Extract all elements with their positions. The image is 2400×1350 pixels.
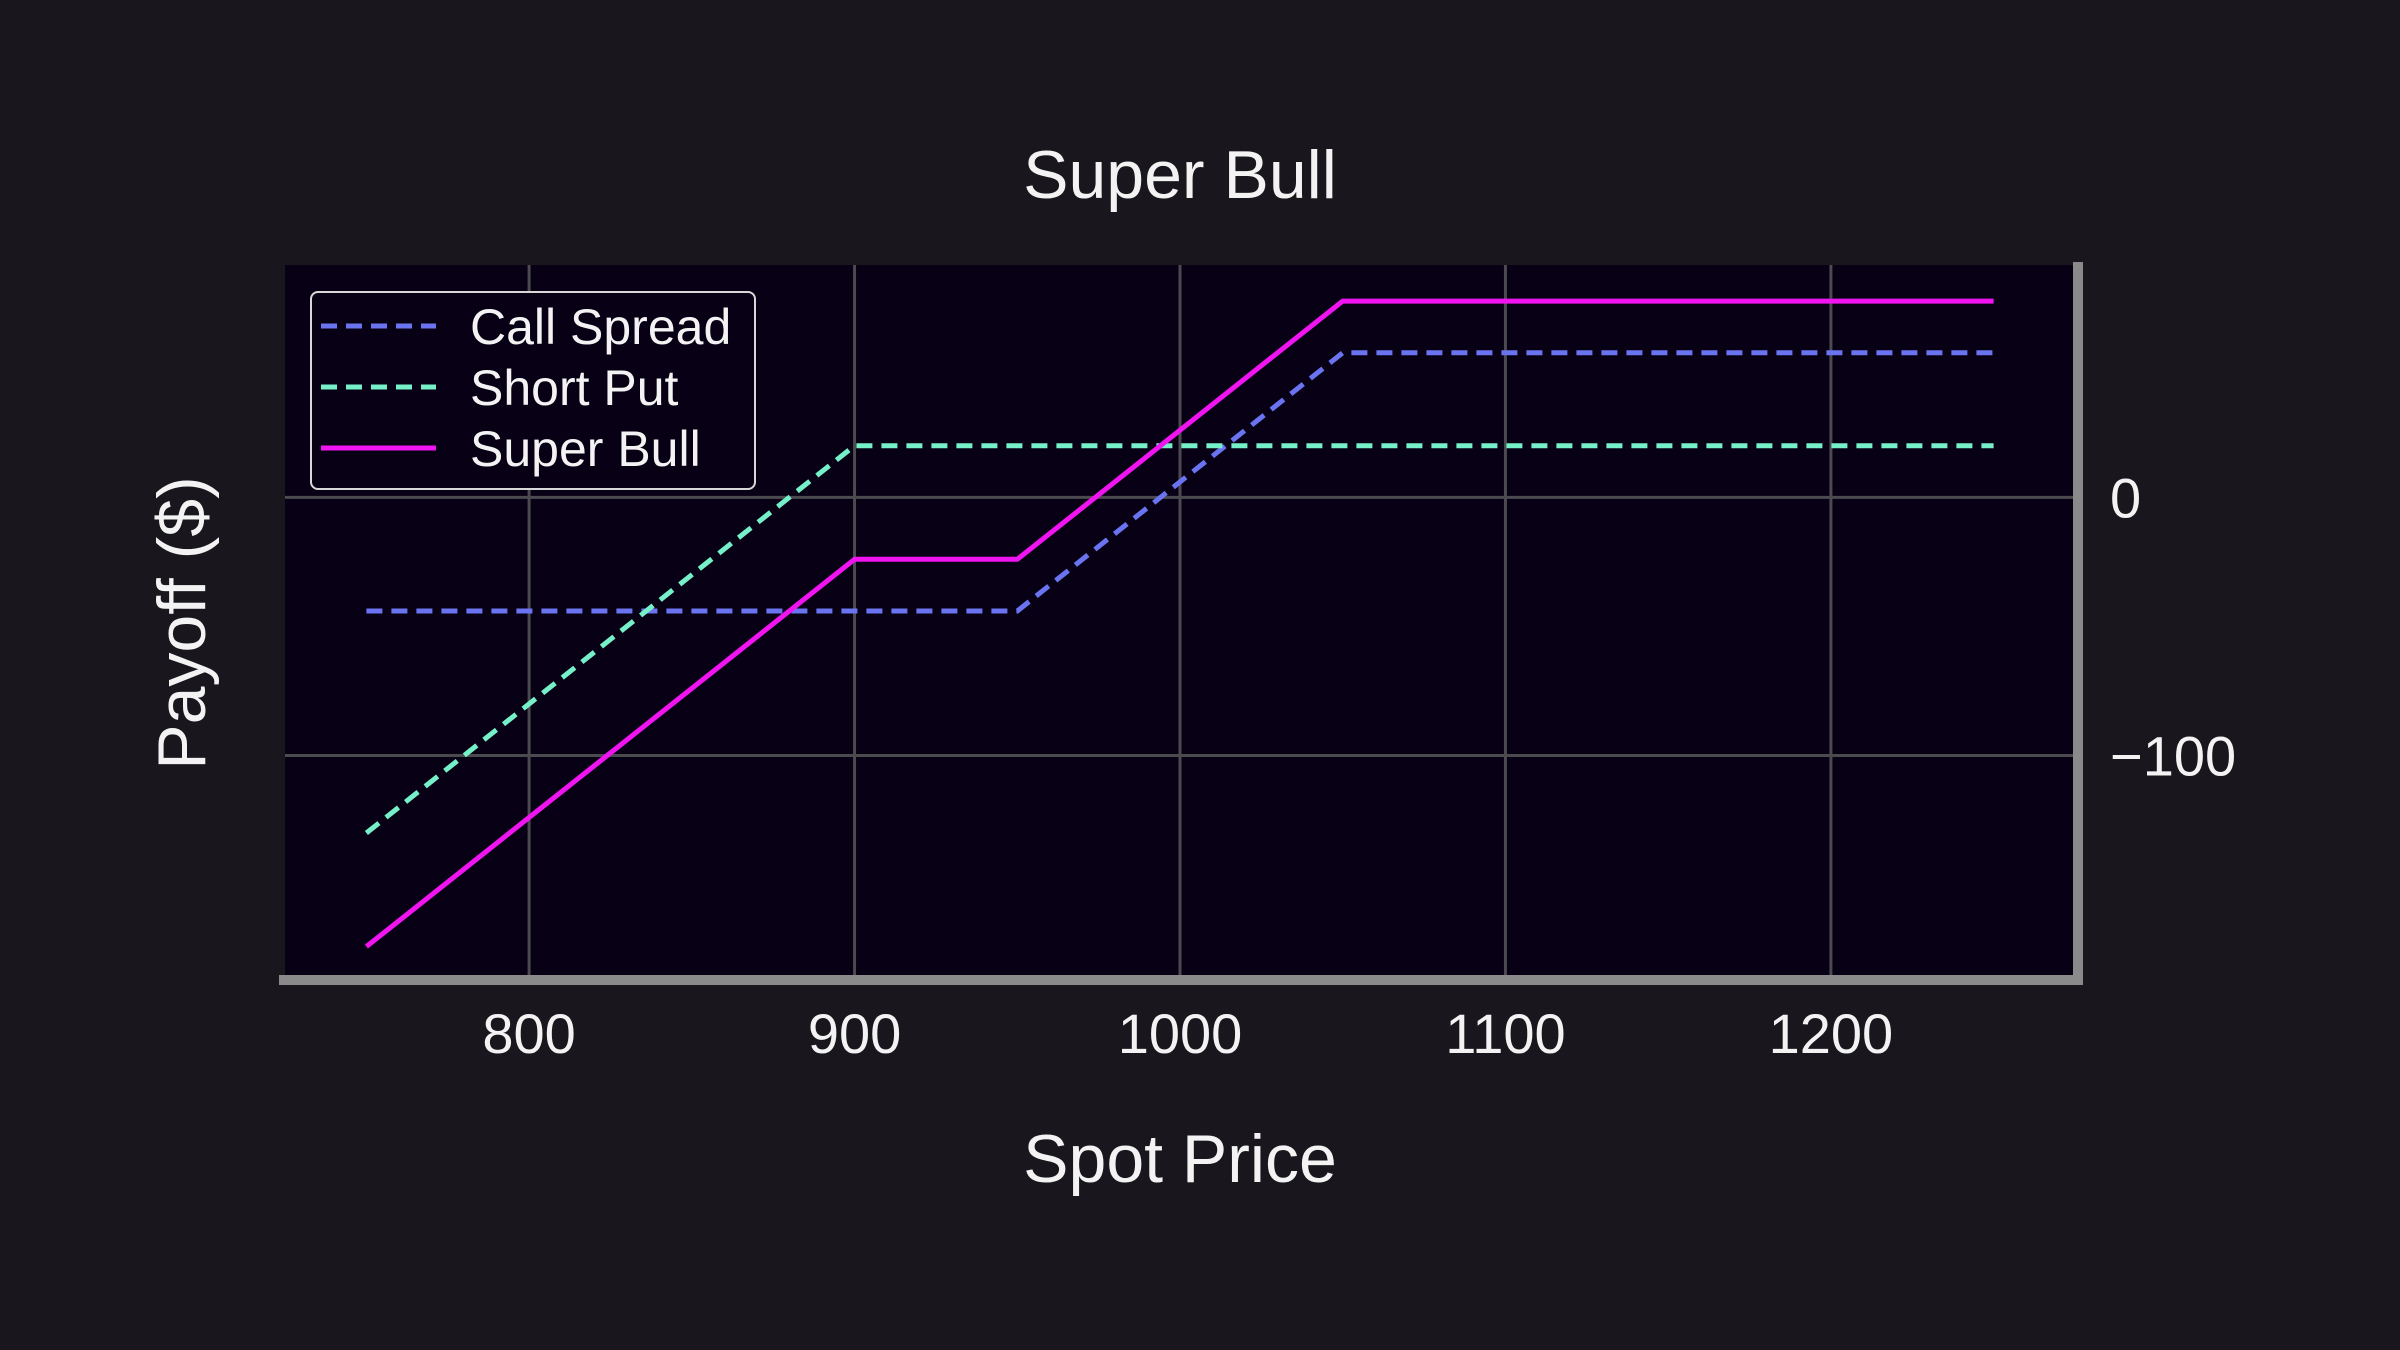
series-line-call-spread [366,350,1994,614]
y-axis-label: Payoff ($) [144,476,220,770]
y-tick-label-1: −100 [2110,725,2236,788]
legend-box [310,291,756,490]
legend-label-short-put: Short Put [470,360,679,416]
series-lines [364,298,1994,949]
legend-label-call-spread: Call Spread [470,299,731,355]
y-tick-label-0: 0 [2110,466,2141,529]
tick-labels: 800 900 1000 1100 1200 0 −100 [482,466,2236,1065]
x-tick-label-1200: 1200 [1769,1002,1894,1065]
x-tick-label-900: 900 [808,1002,901,1065]
x-tick-label-1100: 1100 [1445,1002,1565,1065]
chart-title: Super Bull [1023,137,1337,213]
legend-label-super-bull: Super Bull [470,421,701,477]
series-line-short-put [364,443,1994,835]
x-tick-label-800: 800 [482,1002,575,1065]
x-axis-label: Spot Price [1023,1121,1337,1197]
x-tick-label-1000: 1000 [1118,1002,1243,1065]
series-line-super-bull [364,298,1994,949]
